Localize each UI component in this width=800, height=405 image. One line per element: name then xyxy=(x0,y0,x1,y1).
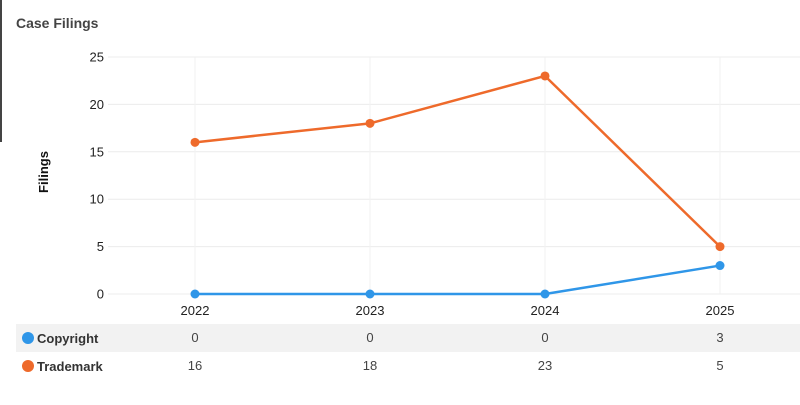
legend-entry: Trademark xyxy=(22,352,103,380)
legend-marker-icon xyxy=(22,332,34,344)
x-tick-label: 2024 xyxy=(531,303,560,318)
copyright-point xyxy=(365,289,375,299)
data-label: 0 xyxy=(191,330,199,345)
data-label: 23 xyxy=(537,358,553,373)
x-tick-label: 2025 xyxy=(706,303,735,318)
y-tick-label: 0 xyxy=(97,287,104,302)
trademark-point xyxy=(190,137,200,147)
y-tick-label: 10 xyxy=(90,192,104,207)
data-label: 18 xyxy=(362,358,378,373)
trademark-point xyxy=(365,118,375,128)
y-tick-label: 5 xyxy=(97,239,104,254)
y-tick-label: 15 xyxy=(90,144,104,159)
x-tick-label: 2023 xyxy=(356,303,385,318)
copyright-point xyxy=(540,289,550,299)
window-edge xyxy=(0,0,2,142)
table-row: Trademark 16 18 23 5 xyxy=(16,352,800,380)
series-name: Copyright xyxy=(37,330,99,346)
series-name: Trademark xyxy=(37,358,103,374)
legend-entry: Copyright xyxy=(22,324,98,352)
data-label: 0 xyxy=(541,330,549,345)
table-row: Copyright 0 0 0 3 xyxy=(16,324,800,352)
data-label: 0 xyxy=(366,330,374,345)
chart-title: Case Filings xyxy=(16,15,99,31)
data-label: 16 xyxy=(187,358,203,373)
copyright-point xyxy=(190,289,200,299)
data-table: Copyright 0 0 0 3 Trademark 16 18 23 5 xyxy=(16,324,800,380)
legend-marker-icon xyxy=(22,360,34,372)
copyright-point xyxy=(715,261,725,271)
trademark-point xyxy=(715,242,725,252)
y-axis-label: Filings xyxy=(36,151,51,193)
y-tick-label: 20 xyxy=(90,97,104,112)
trademark-series-line xyxy=(194,74,721,248)
copyright-series-line xyxy=(195,264,721,296)
trademark-point xyxy=(540,71,550,81)
data-label: 3 xyxy=(716,330,724,345)
data-label: 5 xyxy=(716,358,724,373)
x-tick-label: 2022 xyxy=(181,303,210,318)
y-tick-label: 25 xyxy=(90,50,104,65)
